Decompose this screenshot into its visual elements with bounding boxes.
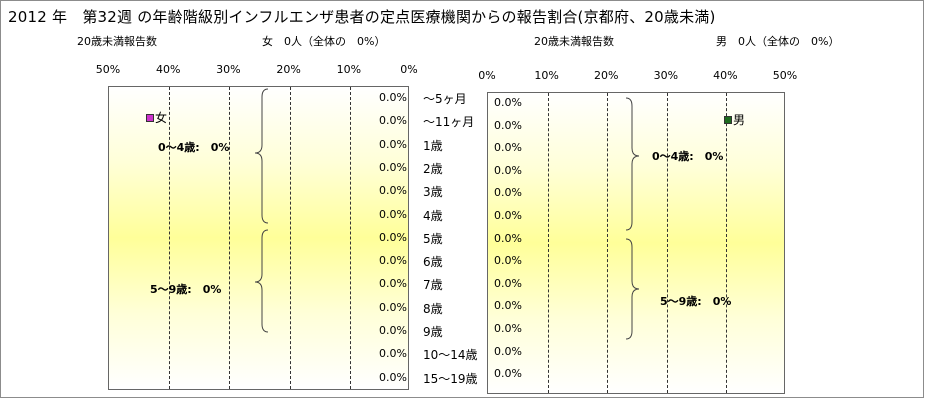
male-gridline xyxy=(666,93,668,393)
male-value-label: 0.0% xyxy=(494,344,522,358)
male-value-label: 0.0% xyxy=(494,96,522,109)
male-x-tick-label: 20% xyxy=(593,69,619,82)
female-value-label: 0.0% xyxy=(379,207,407,221)
male-legend: 男 xyxy=(724,111,745,128)
male-value-label: 0.0% xyxy=(494,231,522,245)
female-legend: 女 xyxy=(146,109,167,126)
male-x-tick-label: 10% xyxy=(534,69,559,82)
category-label: 7歳 xyxy=(423,278,443,293)
female-legend-label: 女 xyxy=(155,111,168,125)
category-label: 〜5ヶ月 xyxy=(423,92,467,106)
category-label: 8歳 xyxy=(423,301,443,316)
male-gridline xyxy=(607,93,609,393)
male-value-label: 0.0% xyxy=(494,322,522,335)
female-value-label: 0.0% xyxy=(379,277,407,291)
female-value-label: 0.0% xyxy=(379,254,407,268)
category-label: 4歳 xyxy=(423,208,443,223)
female-brace-0-4 xyxy=(254,88,269,224)
male-plot-area xyxy=(487,92,785,394)
male-value-label: 0.0% xyxy=(494,163,522,177)
female-x-tick-label: 0% xyxy=(400,63,418,76)
male-value-label: 0.0% xyxy=(494,299,522,313)
male-summary: 男 0人（全体の 0%） xyxy=(716,35,840,48)
male-legend-swatch xyxy=(724,115,732,124)
female-gridline xyxy=(169,87,171,389)
female-x-tick-label: 10% xyxy=(336,63,362,76)
category-label: 1歳 xyxy=(423,138,443,153)
male-value-label: 0.0% xyxy=(494,209,522,222)
male-brace-5-9 xyxy=(625,238,640,340)
female-group-5-9-label: 5〜9歳: 0% xyxy=(150,283,222,296)
male-x-tick-label: 40% xyxy=(713,69,738,82)
male-x-tick-label: 50% xyxy=(772,69,798,82)
female-value-label: 0.0% xyxy=(379,160,407,174)
category-label: 〜11ヶ月 xyxy=(423,115,475,130)
category-label: 5歳 xyxy=(423,231,443,246)
category-label: 15〜19歳 xyxy=(423,371,478,386)
chart-title: 2012 年 第32週 の年齢階級別インフルエンザ患者の定点医療機関からの報告割… xyxy=(8,8,716,26)
female-gridline xyxy=(349,87,351,389)
female-value-label: 0.0% xyxy=(379,114,407,128)
female-value-label: 0.0% xyxy=(379,370,407,384)
female-x-tick-label: 30% xyxy=(216,63,241,76)
female-gridline xyxy=(229,87,231,389)
male-group-0-4-label: 0〜4歳: 0% xyxy=(652,150,724,163)
male-brace-0-4 xyxy=(625,97,640,231)
male-group-5-9-label: 5〜9歳: 0% xyxy=(660,295,732,308)
male-value-label: 0.0% xyxy=(494,254,522,268)
female-value-label: 0.0% xyxy=(379,137,407,151)
female-group-0-4-label: 0〜4歳: 0% xyxy=(158,141,230,154)
category-label: 3歳 xyxy=(423,185,443,200)
female-x-tick-label: 50% xyxy=(95,63,121,76)
male-gridline xyxy=(726,93,728,393)
male-value-label: 0.0% xyxy=(494,118,522,132)
category-label: 2歳 xyxy=(423,161,443,176)
category-label: 10〜14歳 xyxy=(423,348,478,363)
female-value-label: 0.0% xyxy=(379,324,407,337)
male-value-label: 0.0% xyxy=(494,186,522,200)
female-value-label: 0.0% xyxy=(379,184,407,198)
female-value-label: 0.0% xyxy=(379,230,407,244)
female-value-label: 0.0% xyxy=(379,347,407,361)
female-legend-swatch xyxy=(146,113,154,122)
category-label: 9歳 xyxy=(423,325,443,339)
female-value-label: 0.0% xyxy=(379,300,407,314)
female-gridline xyxy=(289,87,291,389)
male-x-tick-label: 0% xyxy=(478,69,496,82)
male-value-label: 0.0% xyxy=(494,276,522,290)
male-value-label: 0.0% xyxy=(494,141,522,155)
female-x-tick-label: 20% xyxy=(276,63,301,76)
male-gridline xyxy=(547,93,549,393)
female-plot-area xyxy=(108,86,409,390)
male-value-label: 0.0% xyxy=(494,367,522,381)
female-value-label: 0.0% xyxy=(379,91,407,104)
female-summary: 女 0人（全体の 0%） xyxy=(262,35,386,48)
category-label: 6歳 xyxy=(423,255,443,270)
male-legend-label: 男 xyxy=(733,113,746,127)
female-x-tick-label: 40% xyxy=(155,63,181,76)
female-brace-5-9 xyxy=(254,229,269,333)
female-count-label: 20歳未満報告数 xyxy=(77,35,157,48)
male-count-label: 20歳未満報告数 xyxy=(534,35,614,48)
male-x-tick-label: 30% xyxy=(653,69,679,82)
